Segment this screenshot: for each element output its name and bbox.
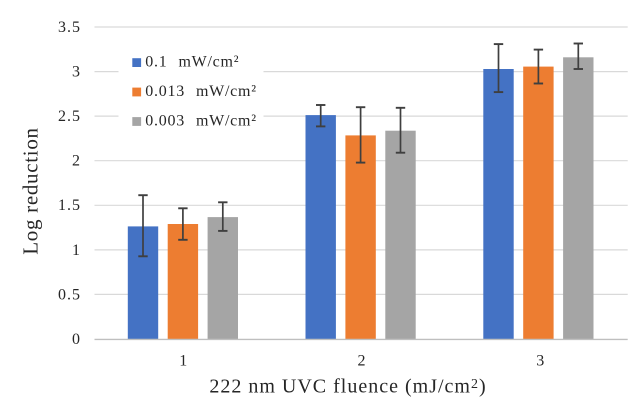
svg-text:0.003 mW/cm²: 0.003 mW/cm² [145, 112, 257, 129]
svg-text:Log reduction: Log reduction [19, 127, 43, 254]
svg-text:2.5: 2.5 [58, 108, 81, 125]
svg-text:222 nm UVC fluence (mJ/cm2): 222 nm UVC fluence (mJ/cm2) [209, 376, 486, 398]
svg-text:0.5: 0.5 [58, 286, 81, 303]
svg-text:3: 3 [536, 353, 544, 370]
svg-text:3: 3 [72, 64, 81, 81]
svg-text:1: 1 [179, 353, 187, 370]
svg-text:1.5: 1.5 [58, 197, 81, 214]
svg-text:3.5: 3.5 [58, 19, 81, 36]
svg-text:2: 2 [358, 353, 366, 370]
svg-text:2: 2 [72, 153, 81, 170]
svg-text:0.013 mW/cm²: 0.013 mW/cm² [145, 83, 257, 100]
svg-text:0.1 mW/cm²: 0.1 mW/cm² [145, 53, 239, 70]
svg-text:1: 1 [72, 242, 81, 259]
svg-text:0: 0 [72, 331, 81, 348]
